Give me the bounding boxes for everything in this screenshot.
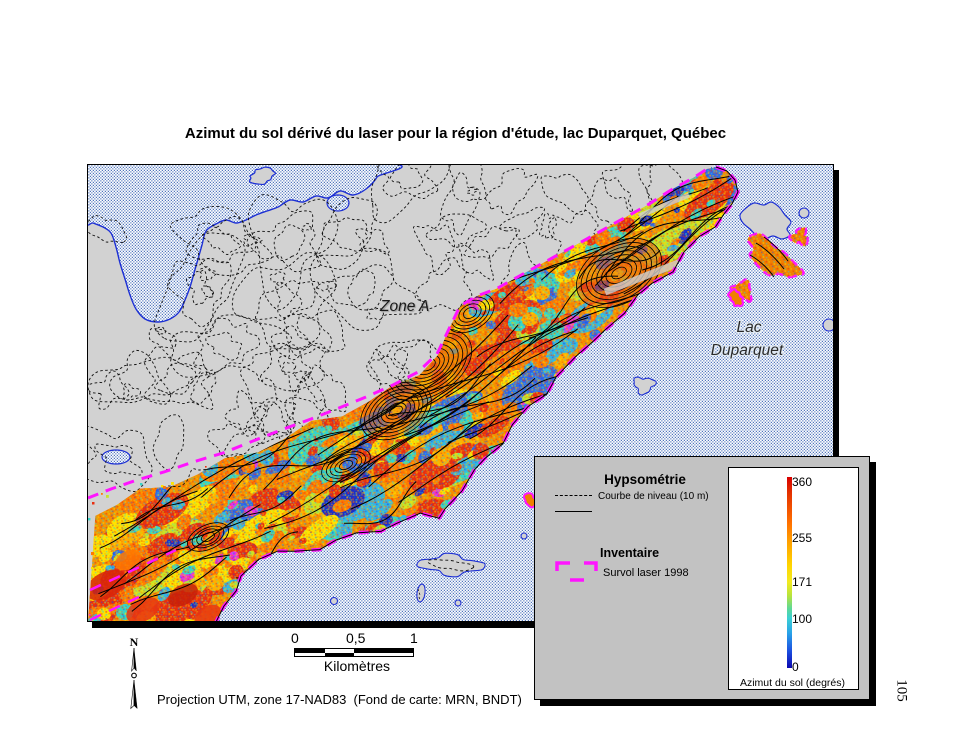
svg-text:Lac: Lac xyxy=(737,319,762,336)
svg-text:N: N xyxy=(130,635,139,649)
svg-text:Zone A: Zone A xyxy=(379,298,429,315)
svg-text:Duparquet: Duparquet xyxy=(711,342,784,359)
